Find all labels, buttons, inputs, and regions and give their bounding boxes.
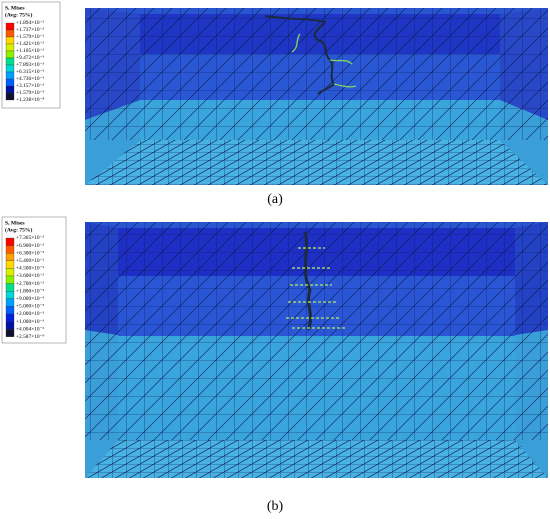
legend-swatch <box>5 92 15 101</box>
model-a <box>85 8 548 185</box>
legend-swatch <box>5 313 15 322</box>
legend-swatch <box>5 43 15 52</box>
legend-swatch <box>5 50 15 59</box>
legend-label: +1.800×10⁻² <box>16 288 44 294</box>
legend-swatch <box>5 245 15 254</box>
legend-swatch <box>5 306 15 315</box>
legend-label: +6.900×10⁻² <box>16 243 44 249</box>
legend-subtitle: (Avg: 75%) <box>5 226 33 233</box>
legend-label: +2.587×10⁻⁹ <box>16 334 44 340</box>
legend-swatch <box>5 275 15 284</box>
legend-label: +6.300×10⁻² <box>16 250 44 256</box>
legend-swatch <box>5 237 15 246</box>
legend-swatch <box>5 57 15 66</box>
legend-label: +1.421×10⁻² <box>16 41 44 47</box>
legend-label: +1.105×10⁻² <box>16 48 44 54</box>
legend-label: +6.315×10⁻³ <box>16 69 44 75</box>
legend-swatch <box>5 71 15 80</box>
legend-swatch <box>5 64 15 73</box>
legend-swatch <box>5 36 15 45</box>
legend-swatch <box>5 283 15 292</box>
legend-title: S, Mises <box>5 220 25 226</box>
legend-label: +7.305×10⁻² <box>16 235 44 241</box>
legend-label: +3.157×10⁻³ <box>16 83 44 89</box>
legend-title: S, Mises <box>5 5 25 11</box>
legend-swatch <box>5 29 15 38</box>
legend-swatch <box>5 298 15 307</box>
legend-label: +4.004×10⁻⁶ <box>16 326 44 332</box>
legend-label: +3.600×10⁻² <box>16 273 44 279</box>
legend-label: +5.000×10⁻³ <box>16 304 44 310</box>
legend-swatch <box>5 78 15 87</box>
legend-swatch <box>5 260 15 269</box>
caption: (a) <box>267 192 283 207</box>
legend-label: +4.500×10⁻² <box>16 266 44 272</box>
legend-label: +1.894×10⁻² <box>16 20 44 26</box>
legend-swatch <box>5 329 15 337</box>
legend-label: +9.472×10⁻³ <box>16 55 44 61</box>
legend-label: +9.000×10⁻³ <box>16 296 44 302</box>
caption: (b) <box>267 499 284 514</box>
legend-swatch <box>5 85 15 94</box>
legend-swatch <box>5 22 15 31</box>
legend-label: +1.000×10⁻³ <box>16 319 44 325</box>
legend-label: +1.579×10⁻³ <box>16 90 44 96</box>
legend-label: +2.000×10⁻³ <box>16 311 44 317</box>
legend-label: +4.736×10⁻³ <box>16 76 44 82</box>
legend-label: +1.238×10⁻⁸ <box>16 97 44 103</box>
legend-label: +1.737×10⁻² <box>16 27 44 33</box>
model-b <box>85 222 548 478</box>
legend-label: +2.700×10⁻² <box>16 281 44 287</box>
legend-label: +7.893×10⁻³ <box>16 62 44 68</box>
legend-label: +5.400×10⁻² <box>16 258 44 264</box>
legend-swatch <box>5 321 15 330</box>
legend-swatch <box>5 253 15 261</box>
legend-swatch <box>5 268 15 277</box>
legend-subtitle: (Avg: 75%) <box>5 11 33 18</box>
legend-swatch <box>5 291 15 299</box>
legend-label: +1.579×10⁻² <box>16 34 44 40</box>
